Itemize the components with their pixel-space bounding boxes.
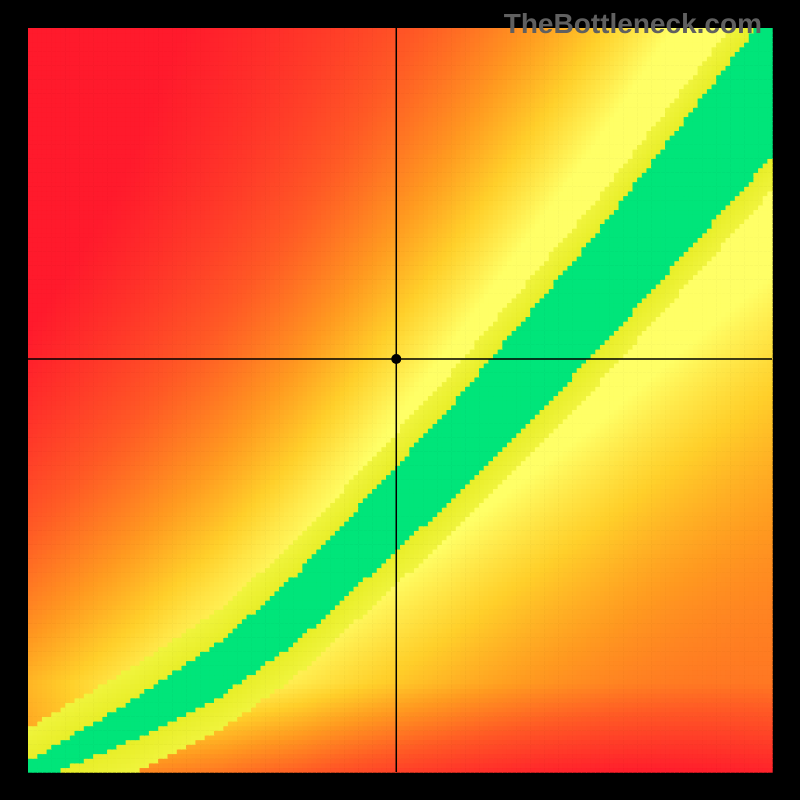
watermark-text: TheBottleneck.com: [504, 8, 762, 40]
bottleneck-heatmap: [0, 0, 800, 800]
chart-container: TheBottleneck.com: [0, 0, 800, 800]
